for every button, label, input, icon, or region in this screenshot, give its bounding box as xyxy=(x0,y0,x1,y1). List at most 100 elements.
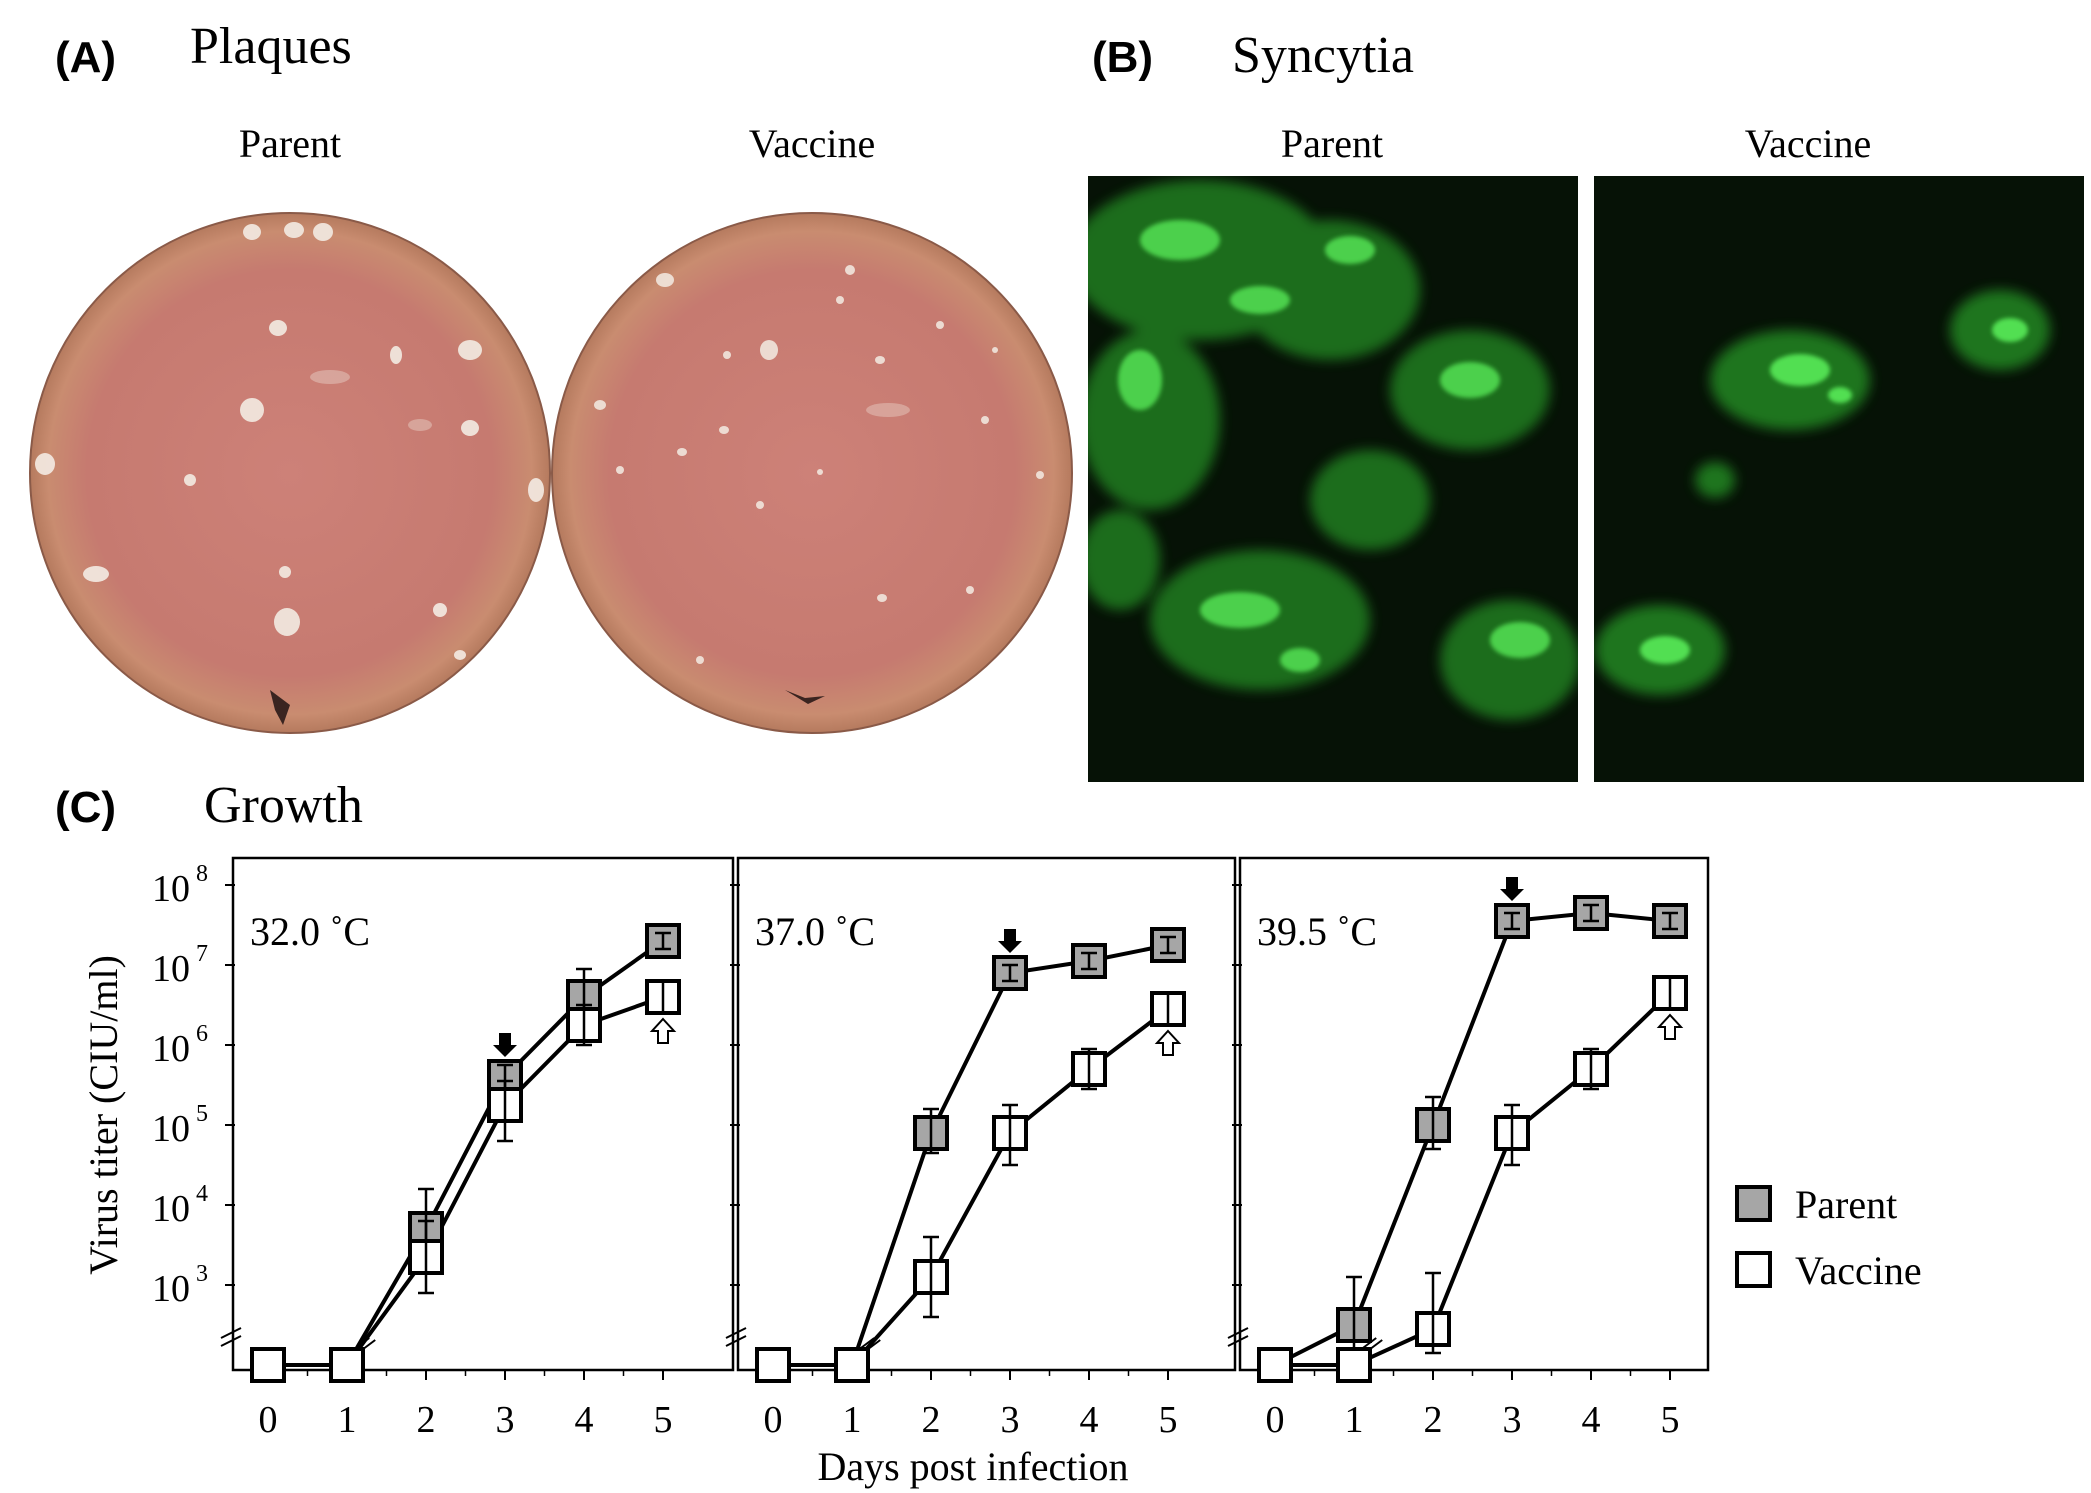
data-point-vaccine-day-0 xyxy=(755,1347,791,1383)
parent-syncytia-image xyxy=(1088,176,1578,782)
data-point-vaccine-day-0 xyxy=(1257,1347,1293,1383)
x-tick-label-day-5: 5 xyxy=(1159,1399,1178,1441)
x-tick-label-day-4: 4 xyxy=(1080,1399,1099,1441)
data-point-vaccine-day-3 xyxy=(487,1079,523,1143)
panel-a-letter: (A) xyxy=(55,33,116,82)
panel-a-vaccine-label: Vaccine xyxy=(749,121,876,166)
arrow-vaccine-peak xyxy=(649,1017,677,1044)
y-tick-label-1e8: 10 xyxy=(152,868,190,910)
x-tick-label-day-1: 1 xyxy=(1345,1399,1364,1441)
axis-break-mark xyxy=(220,1327,242,1339)
x-tick-label-day-2: 2 xyxy=(1424,1399,1443,1441)
y-tick-exponent-6: 6 xyxy=(196,1021,208,1047)
data-point-parent-day-4 xyxy=(1071,943,1107,979)
y-tick-label-1e3: 10 xyxy=(152,1268,190,1310)
marker xyxy=(1336,1347,1372,1383)
data-point-vaccine-day-0 xyxy=(250,1347,286,1383)
axis-break-mark xyxy=(725,1335,747,1347)
data-point-vaccine-day-2 xyxy=(1415,1271,1451,1355)
x-tick-label-day-3: 3 xyxy=(496,1399,515,1441)
panel-b: (B) Syncytia Parent Vaccine xyxy=(1088,27,2084,782)
x-tick-label-day-2: 2 xyxy=(417,1399,436,1441)
arrow-parent-peak xyxy=(1500,877,1524,901)
vaccine-plaque-dish xyxy=(551,212,1073,734)
marker xyxy=(250,1347,286,1383)
data-point-vaccine-day-3 xyxy=(992,1103,1028,1167)
data-point-vaccine-day-4 xyxy=(1573,1047,1609,1091)
series-line-parent xyxy=(1274,910,1671,1367)
x-tick-label-day-5: 5 xyxy=(1661,1399,1680,1441)
data-point-vaccine-day-4 xyxy=(566,1003,602,1047)
data-point-parent-day-3 xyxy=(1494,903,1530,939)
x-tick-label-day-1: 1 xyxy=(843,1399,862,1441)
subplot-3: 39.5 ˚C 0 1 2 3 4 5 xyxy=(1227,856,1710,1441)
marker xyxy=(834,1347,870,1383)
y-tick-label-1e7: 10 xyxy=(152,948,190,990)
data-point-parent-day-5 xyxy=(1652,903,1688,939)
x-tick-label-day-0: 0 xyxy=(764,1399,783,1441)
marker xyxy=(1150,927,1186,963)
data-point-parent-day-5 xyxy=(1150,927,1186,963)
axis-break-mark xyxy=(725,1327,747,1339)
legend-vaccine-label: Vaccine xyxy=(1795,1248,1922,1293)
panel-a-parent-label: Parent xyxy=(239,121,341,166)
x-tick-label-day-3: 3 xyxy=(1503,1399,1522,1441)
x-tick-label-day-0: 0 xyxy=(1266,1399,1285,1441)
subplot-1: 32.0 ˚C 0 1 2 3 4 5 xyxy=(220,856,735,1441)
series-line-parent xyxy=(268,939,665,1367)
data-point-vaccine-day-2 xyxy=(913,1235,949,1319)
legend-parent-label: Parent xyxy=(1795,1182,1897,1227)
data-point-vaccine-day-1 xyxy=(329,1347,365,1383)
parent-plaque-dish xyxy=(29,212,551,734)
arrow-vaccine-peak xyxy=(1154,1029,1182,1056)
data-point-parent-day-4 xyxy=(1573,895,1609,931)
marker xyxy=(1257,1347,1293,1383)
data-point-parent-day-2 xyxy=(913,1107,949,1155)
data-point-vaccine-day-5 xyxy=(1652,975,1688,1011)
panel-c-title: Growth xyxy=(204,777,363,834)
temperature-label: 37.0 ˚C xyxy=(755,909,875,954)
panel-b-letter: (B) xyxy=(1092,33,1153,82)
panel-a-title: Plaques xyxy=(190,18,352,75)
axis-break-mark xyxy=(1227,1335,1249,1347)
data-point-parent-day-2 xyxy=(1415,1095,1451,1151)
subplot-frame xyxy=(231,856,735,1372)
data-point-vaccine-day-3 xyxy=(1494,1103,1530,1167)
legend-item-parent: Parent xyxy=(1735,1182,1897,1227)
series-line-vaccine xyxy=(773,1007,1170,1367)
data-point-vaccine-day-1 xyxy=(1336,1347,1372,1383)
y-tick-label-1e4: 10 xyxy=(152,1188,190,1230)
series-line-parent xyxy=(773,943,1169,1367)
x-tick-label-day-5: 5 xyxy=(654,1399,673,1441)
temperature-label: 32.0 ˚C xyxy=(250,909,370,954)
subplot-frame xyxy=(1238,856,1710,1372)
data-point-vaccine-day-5 xyxy=(645,979,681,1015)
panel-b-title: Syncytia xyxy=(1232,27,1414,84)
y-tick-exponent-8: 8 xyxy=(196,861,208,887)
x-axis-label: Days post infection xyxy=(817,1444,1128,1489)
series-line-vaccine xyxy=(268,995,664,1367)
arrow-vaccine-peak xyxy=(1656,1013,1684,1040)
arrow-parent-peak xyxy=(998,929,1022,953)
panel-b-vaccine-label: Vaccine xyxy=(1745,121,1872,166)
x-tick-label-day-4: 4 xyxy=(575,1399,594,1441)
y-tick-exponent-7: 7 xyxy=(196,941,208,967)
x-tick-label-day-2: 2 xyxy=(922,1399,941,1441)
x-tick-label-day-4: 4 xyxy=(1582,1399,1601,1441)
data-point-vaccine-day-5 xyxy=(1150,991,1186,1027)
y-tick-exponent-5: 5 xyxy=(196,1101,208,1127)
axis-break-mark xyxy=(220,1335,242,1347)
y-tick-exponent-4: 4 xyxy=(196,1181,208,1207)
marker xyxy=(755,1347,791,1383)
arrow-parent-peak xyxy=(493,1033,517,1057)
x-tick-label-day-1: 1 xyxy=(338,1399,357,1441)
panel-a: (A) Plaques Parent Vaccine xyxy=(29,18,1073,734)
y-axis-label: Virus titer (CIU/ml) xyxy=(81,955,126,1275)
legend-vaccine-swatch xyxy=(1735,1251,1772,1288)
legend-parent-swatch xyxy=(1735,1185,1772,1222)
data-point-parent-day-3 xyxy=(992,955,1028,991)
panel-b-parent-label: Parent xyxy=(1281,121,1383,166)
panel-c: (C) Growth Virus titer (CIU/ml) Days pos… xyxy=(55,777,1922,1489)
